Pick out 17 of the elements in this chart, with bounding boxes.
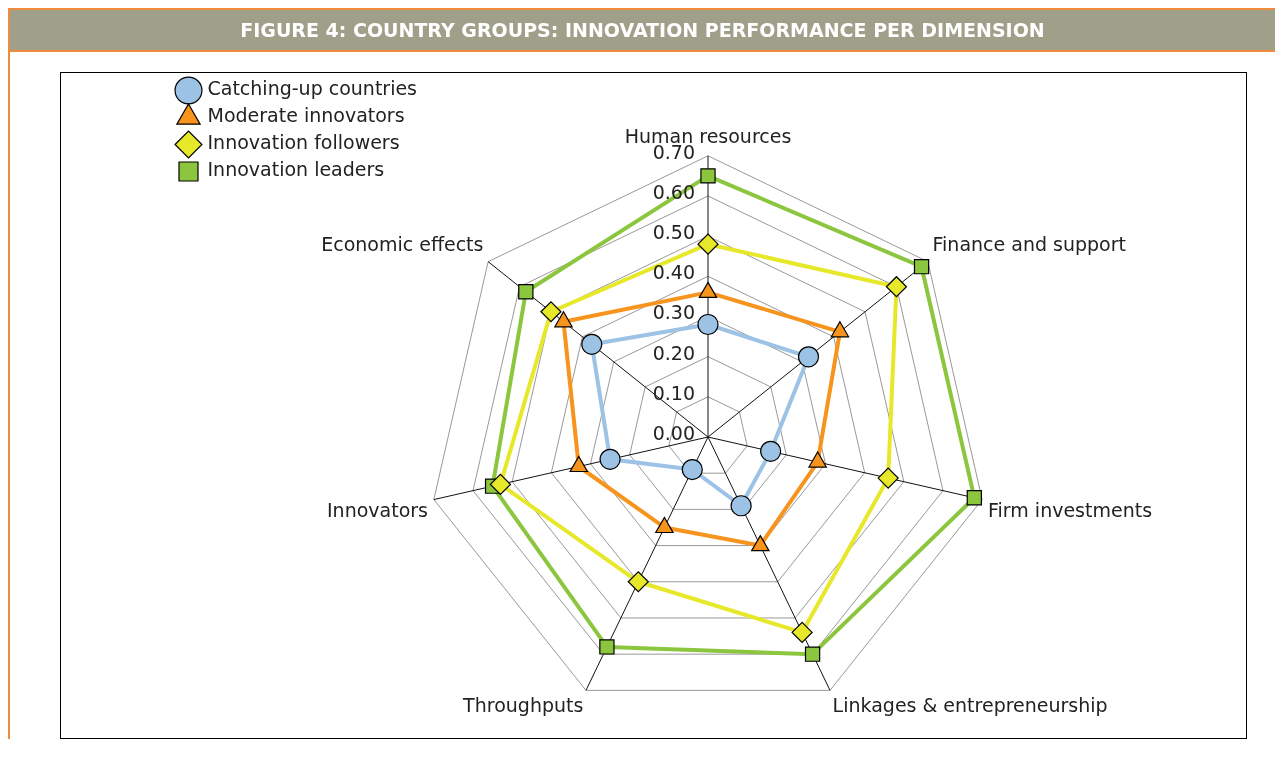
chart-title: FIGURE 4: COUNTRY GROUPS: INNOVATION PERFORMANCE PER DIMENSION [10, 10, 1275, 52]
legend-label: Innovation leaders [207, 158, 385, 181]
y-tick-label: 0.40 [652, 261, 695, 284]
spoke-label: Finance and support [932, 233, 1127, 256]
y-tick-label: 0.20 [652, 341, 695, 364]
legend-label: Innovation followers [207, 131, 400, 154]
y-tick-label: 0.10 [652, 381, 695, 404]
spoke-label: Firm investments [988, 499, 1153, 522]
y-tick-label: 0.50 [652, 221, 695, 244]
spoke-label: Economic effects [321, 233, 484, 256]
y-tick-label: 0.00 [652, 421, 695, 444]
legend-label: Catching-up countries [207, 77, 418, 100]
legend-label: Moderate innovators [207, 104, 405, 127]
y-tick-label: 0.30 [652, 301, 695, 324]
spoke-label: Linkages & entrepreneurship [832, 694, 1108, 717]
spoke-label: Innovators [327, 499, 428, 522]
spoke-label: Throughputs [462, 694, 584, 717]
